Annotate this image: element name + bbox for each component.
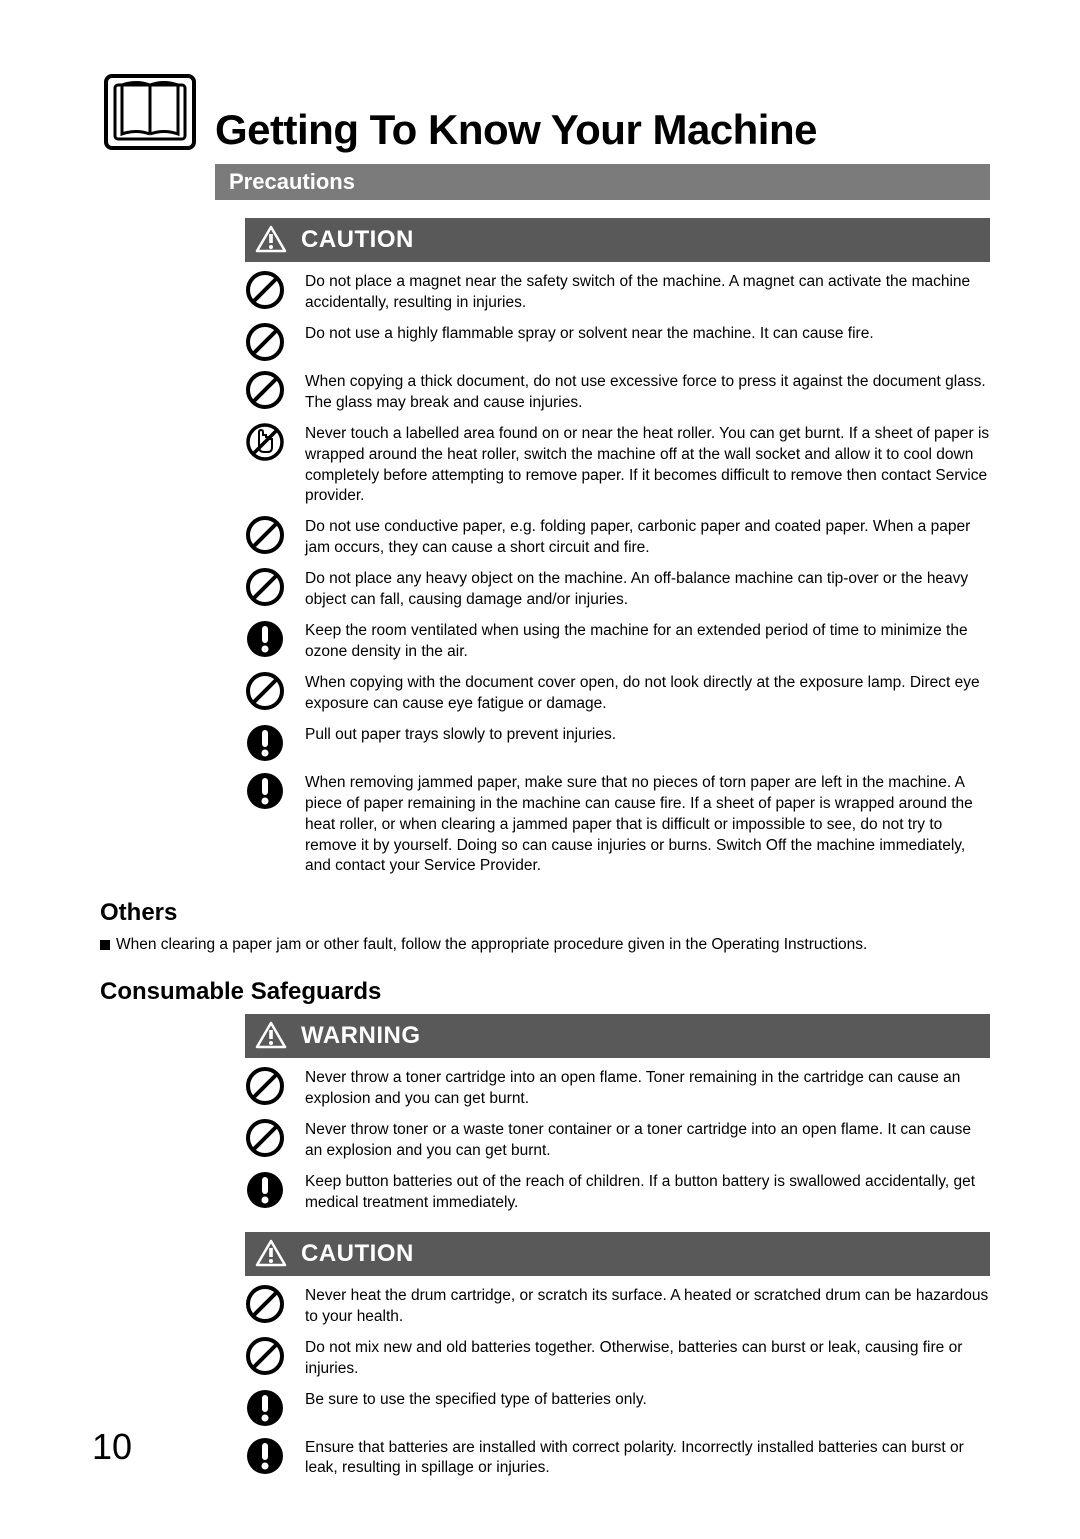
others-title: Others [100, 899, 990, 927]
item-text: Pull out paper trays slowly to prevent i… [305, 723, 616, 746]
mandatory-icon [245, 1170, 285, 1210]
main-title: Getting To Know Your Machine [215, 106, 817, 154]
caution-item: Keep the room ventilated when using the … [245, 619, 990, 663]
caution-item: Do not place any heavy object on the mac… [245, 567, 990, 611]
caution-item: Never touch a labelled area found on or … [245, 422, 990, 508]
prohibit-icon [245, 1066, 285, 1106]
item-text: Keep the room ventilated when using the … [305, 619, 990, 663]
warning-triangle-icon [255, 224, 287, 256]
item-text: Do not use conductive paper, e.g. foldin… [305, 515, 990, 559]
warning-label: WARNING [301, 1022, 421, 1050]
prohibit-icon [245, 671, 285, 711]
caution-bar-1: CAUTION [245, 218, 990, 262]
item-text: Be sure to use the specified type of bat… [305, 1388, 647, 1411]
page-container: Getting To Know Your Machine Precautions… [0, 0, 1080, 1539]
caution-item: Do not use a highly flammable spray or s… [245, 322, 990, 362]
prohibit-icon [245, 515, 285, 555]
mandatory-icon [245, 723, 285, 763]
caution-item: Keep button batteries out of the reach o… [245, 1170, 990, 1214]
caution-item: Never heat the drum cartridge, or scratc… [245, 1284, 990, 1328]
item-text: Do not place a magnet near the safety sw… [305, 270, 990, 314]
caution-item: Ensure that batteries are installed with… [245, 1436, 990, 1480]
consumable-title: Consumable Safeguards [100, 978, 990, 1006]
warning-list: Never throw a toner cartridge into an op… [245, 1066, 990, 1214]
caution-item: Never throw a toner cartridge into an op… [245, 1066, 990, 1110]
page-number: 10 [92, 1426, 132, 1468]
book-icon [100, 60, 200, 160]
item-text: Never touch a labelled area found on or … [305, 422, 990, 508]
caution-label: CAUTION [301, 226, 414, 254]
others-bullet-text: When clearing a paper jam or other fault… [116, 935, 867, 956]
prohibit-icon [245, 370, 285, 410]
item-text: Never throw a toner cartridge into an op… [305, 1066, 990, 1110]
caution-label-2: CAUTION [301, 1240, 414, 1268]
warning-triangle-icon [255, 1020, 287, 1052]
caution-item: When copying a thick document, do not us… [245, 370, 990, 414]
mandatory-icon [245, 1436, 285, 1476]
no-touch-icon [245, 422, 285, 462]
item-text: When copying with the document cover ope… [305, 671, 990, 715]
item-text: Ensure that batteries are installed with… [305, 1436, 990, 1480]
caution-bar-2: CAUTION [245, 1232, 990, 1276]
caution-item: When removing jammed paper, make sure th… [245, 771, 990, 878]
caution-item: Be sure to use the specified type of bat… [245, 1388, 990, 1428]
prohibit-icon [245, 1284, 285, 1324]
item-text: Do not place any heavy object on the mac… [305, 567, 990, 611]
caution-item: Never throw toner or a waste toner conta… [245, 1118, 990, 1162]
caution-item: When copying with the document cover ope… [245, 671, 990, 715]
prohibit-icon [245, 322, 285, 362]
item-text: Keep button batteries out of the reach o… [305, 1170, 990, 1214]
item-text: Never heat the drum cartridge, or scratc… [305, 1284, 990, 1328]
prohibit-icon [245, 567, 285, 607]
item-text: Do not mix new and old batteries togethe… [305, 1336, 990, 1380]
caution2-list: Never heat the drum cartridge, or scratc… [245, 1284, 990, 1480]
header-row: Getting To Know Your Machine [100, 60, 990, 160]
mandatory-icon [245, 619, 285, 659]
item-text: When removing jammed paper, make sure th… [305, 771, 990, 878]
caution-item: Do not place a magnet near the safety sw… [245, 270, 990, 314]
caution1-list: Do not place a magnet near the safety sw… [245, 270, 990, 877]
prohibit-icon [245, 1336, 285, 1376]
item-text: When copying a thick document, do not us… [305, 370, 990, 414]
mandatory-icon [245, 771, 285, 811]
subtitle-bar: Precautions [215, 164, 990, 200]
mandatory-icon [245, 1388, 285, 1428]
warning-triangle-icon [255, 1238, 287, 1270]
item-text: Never throw toner or a waste toner conta… [305, 1118, 990, 1162]
others-bullet-row: When clearing a paper jam or other fault… [100, 935, 990, 956]
prohibit-icon [245, 270, 285, 310]
caution-item: Pull out paper trays slowly to prevent i… [245, 723, 990, 763]
warning-bar: WARNING [245, 1014, 990, 1058]
bullet-square-icon [100, 940, 110, 950]
prohibit-icon [245, 1118, 285, 1158]
caution-item: Do not mix new and old batteries togethe… [245, 1336, 990, 1380]
content-area: CAUTION Do not place a magnet near the s… [245, 218, 990, 1479]
caution-item: Do not use conductive paper, e.g. foldin… [245, 515, 990, 559]
item-text: Do not use a highly flammable spray or s… [305, 322, 874, 345]
